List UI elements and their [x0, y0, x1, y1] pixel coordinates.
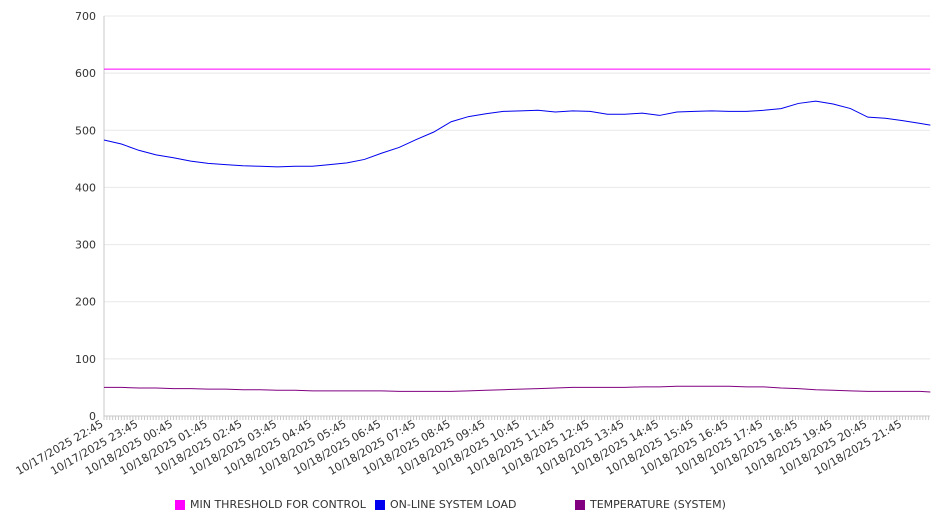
y-tick-label: 100: [75, 353, 96, 366]
legend-item-temperature: TEMPERATURE (SYSTEM): [575, 498, 726, 511]
legend-item-threshold: MIN THRESHOLD FOR CONTROL: [175, 498, 366, 511]
y-tick-label: 500: [75, 124, 96, 137]
legend-label-load: ON-LINE SYSTEM LOAD: [390, 498, 517, 511]
legend-label-threshold: MIN THRESHOLD FOR CONTROL: [190, 498, 366, 511]
y-tick-label: 400: [75, 181, 96, 194]
y-tick-label: 200: [75, 296, 96, 309]
series-line-temperature: [104, 385, 931, 393]
legend-item-load: ON-LINE SYSTEM LOAD: [375, 498, 516, 511]
y-tick-label: 600: [75, 67, 96, 80]
y-tick-label: 300: [75, 239, 96, 252]
y-tick-label: 700: [75, 10, 96, 23]
y-tick-label: 0: [89, 410, 96, 423]
series-line-load: [103, 100, 931, 168]
legend-label-temperature: TEMPERATURE (SYSTEM): [590, 498, 726, 511]
legend-swatch-threshold: [175, 499, 185, 510]
legend-swatch-load: [375, 499, 385, 510]
legend-swatch-temperature: [575, 499, 585, 510]
legend: MIN THRESHOLD FOR CONTROL ON-LINE SYSTEM…: [0, 498, 946, 514]
